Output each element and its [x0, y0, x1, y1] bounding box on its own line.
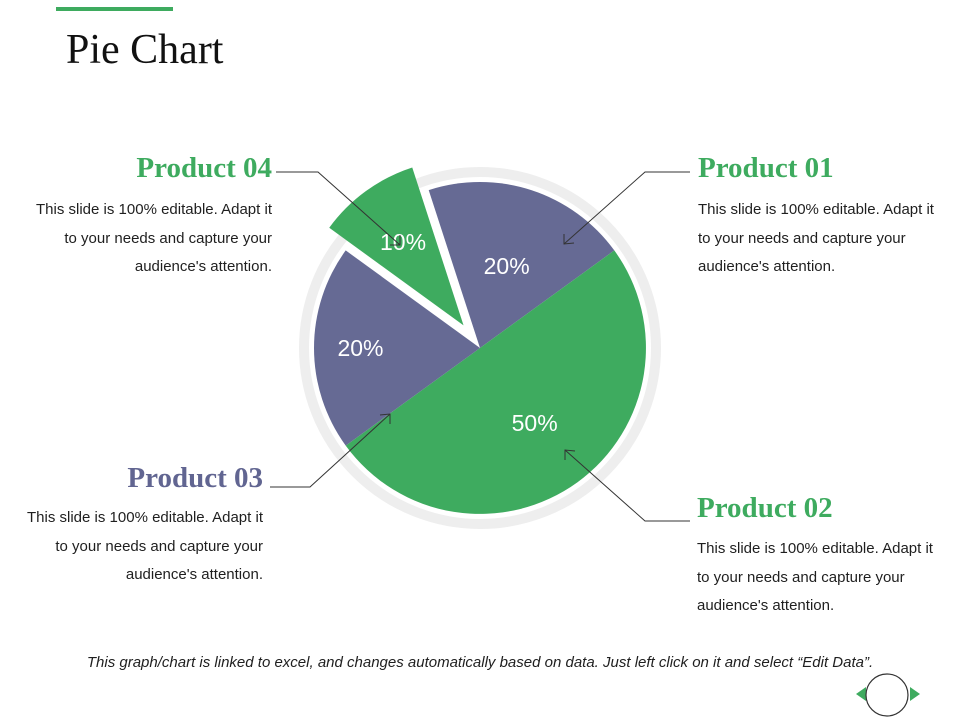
pie-background-ring — [299, 167, 661, 529]
arrowhead-product-03 — [379, 413, 391, 424]
slice-label-product-01: 20% — [484, 253, 530, 279]
pie-slice-product-03[interactable] — [314, 250, 480, 446]
pie-slice-product-02[interactable] — [345, 250, 646, 514]
leader-line-product-02 — [564, 449, 690, 522]
product-02-description: This slide is 100% editable. Adapt it to… — [697, 540, 933, 614]
leader-line-product-01 — [563, 171, 690, 245]
pie-slice-product-04[interactable] — [329, 167, 464, 326]
page-title: Pie Chart — [66, 27, 224, 73]
leader-line-product-04 — [276, 171, 401, 246]
previous-slide-button[interactable] — [854, 686, 868, 702]
product-04-title: Product 04 — [136, 152, 272, 184]
title-accent-bar — [56, 7, 173, 11]
product-02-title: Product 02 — [697, 492, 833, 524]
product-03-title: Product 03 — [127, 462, 263, 494]
product-04-description: This slide is 100% editable. Adapt it to… — [36, 201, 272, 275]
arrowhead-product-01 — [563, 234, 575, 245]
slice-label-product-03: 20% — [337, 335, 383, 361]
slide-indicator-button[interactable] — [864, 672, 910, 718]
chevron-left-icon — [856, 687, 866, 701]
product-01-description: This slide is 100% editable. Adapt it to… — [698, 201, 934, 275]
leader-line-product-03 — [270, 413, 391, 488]
footnote: This graph/chart is linked to excel, and… — [86, 654, 874, 671]
arrowhead-product-04 — [390, 235, 401, 246]
chevron-right-icon — [910, 687, 920, 701]
arrowhead-product-02 — [564, 449, 576, 460]
product-03-description: This slide is 100% editable. Adapt it to… — [27, 509, 263, 583]
next-slide-button[interactable] — [908, 686, 922, 702]
product-01-title: Product 01 — [698, 152, 834, 184]
pie-slice-product-01[interactable] — [428, 181, 615, 348]
circle-icon — [865, 673, 909, 717]
slice-label-product-02: 50% — [512, 410, 558, 436]
